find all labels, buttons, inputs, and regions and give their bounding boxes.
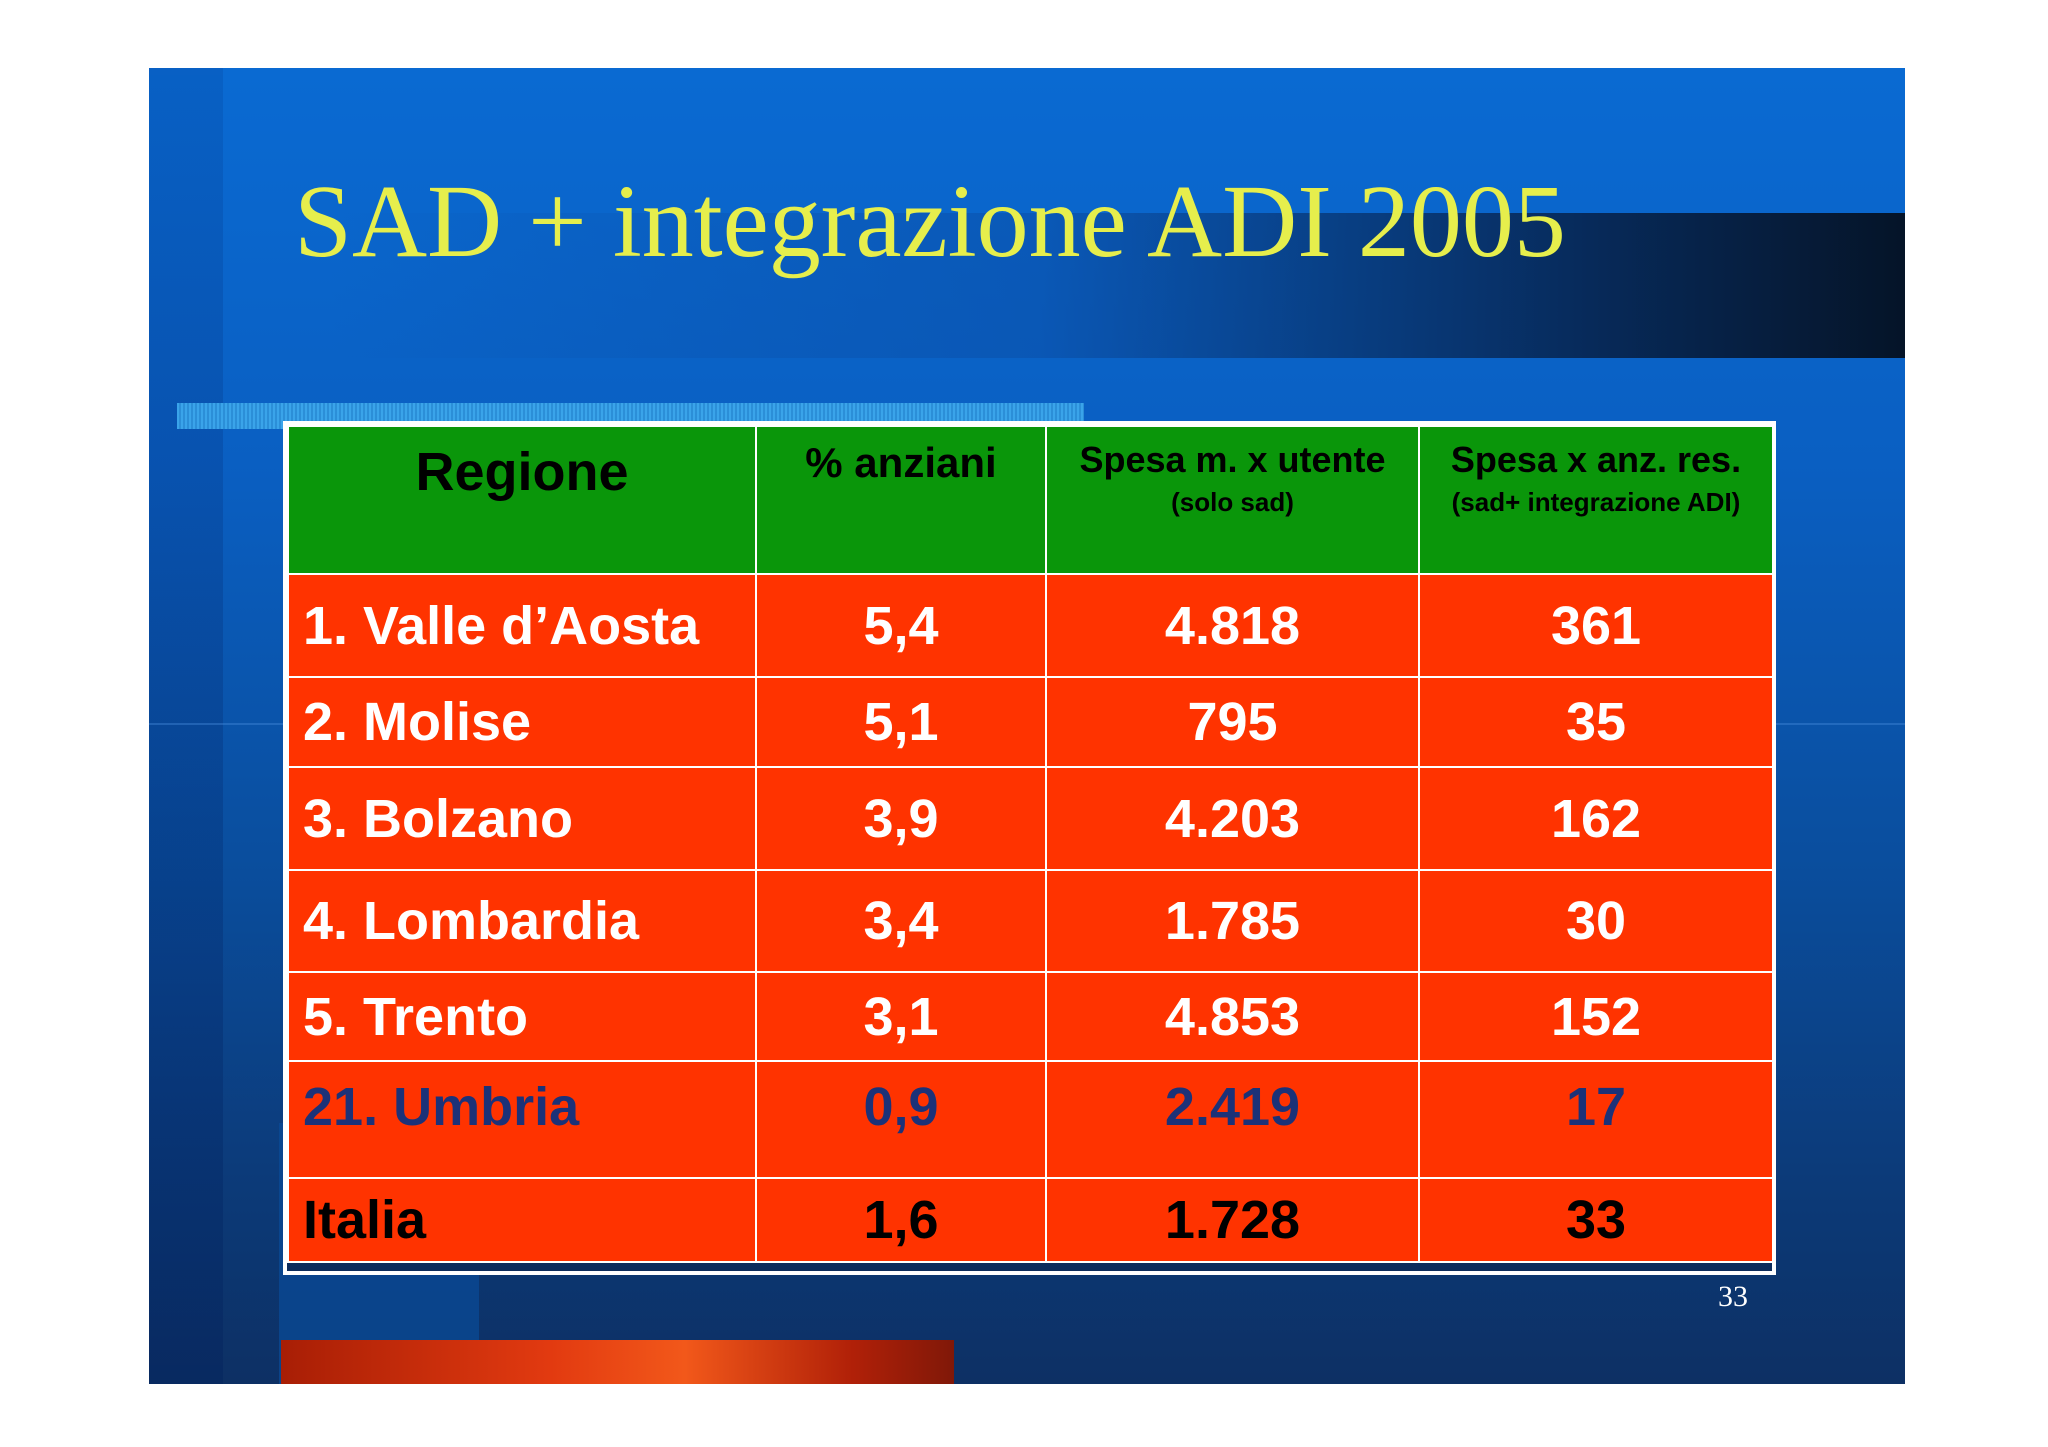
cell-region: 2. Molise	[287, 676, 757, 768]
cell-spesa-anz: 30	[1418, 869, 1774, 973]
cell-spesa-anz: 361	[1418, 573, 1774, 678]
cell-spesa-utente: 4.853	[1045, 971, 1420, 1062]
cell-pct: 3,9	[755, 766, 1047, 871]
header-spesa-utente-sublabel: (solo sad)	[1171, 487, 1294, 517]
page-number: 33	[1718, 1280, 1748, 1313]
cell-spesa-anz: 33	[1418, 1177, 1774, 1263]
cell-region: 3. Bolzano	[287, 766, 757, 871]
table-header-row: Regione % anziani Spesa m. x utente (sol…	[287, 425, 1774, 575]
table-row: 5. Trento 3,1 4.853 152	[287, 971, 1774, 1062]
cell-region: 4. Lombardia	[287, 869, 757, 973]
table-row-highlight: 21. Umbria 0,9 2.419 17	[287, 1060, 1774, 1179]
cell-spesa-anz: 35	[1418, 676, 1774, 768]
cell-spesa-utente: 4.203	[1045, 766, 1420, 871]
red-bar-decoration	[281, 1340, 954, 1384]
table-row-total: Italia 1,6 1.728 33	[287, 1177, 1774, 1263]
cell-pct: 3,4	[755, 869, 1047, 973]
table-row: 3. Bolzano 3,9 4.203 162	[287, 766, 1774, 871]
header-pct-anziani: % anziani	[755, 425, 1047, 575]
data-table: Regione % anziani Spesa m. x utente (sol…	[287, 425, 1774, 1263]
header-spesa-anz: Spesa x anz. res. (sad+ integrazione ADI…	[1418, 425, 1774, 575]
header-region: Regione	[287, 425, 757, 575]
cell-spesa-anz: 17	[1418, 1060, 1774, 1179]
cell-spesa-utente: 795	[1045, 676, 1420, 768]
table-row: 2. Molise 5,1 795 35	[287, 676, 1774, 768]
table-row: 1. Valle d’Aosta 5,4 4.818 361	[287, 573, 1774, 678]
cell-pct: 5,1	[755, 676, 1047, 768]
cell-pct: 3,1	[755, 971, 1047, 1062]
header-spesa-utente-label: Spesa m. x utente	[1079, 439, 1386, 480]
cell-pct: 0,9	[755, 1060, 1047, 1179]
cell-spesa-utente: 1.785	[1045, 869, 1420, 973]
cell-pct: 1,6	[755, 1177, 1047, 1263]
data-table-frame: Regione % anziani Spesa m. x utente (sol…	[283, 421, 1776, 1275]
cell-region: 21. Umbria	[287, 1060, 757, 1179]
cell-region: 5. Trento	[287, 971, 757, 1062]
cell-region: 1. Valle d’Aosta	[287, 573, 757, 678]
header-spesa-utente: Spesa m. x utente (solo sad)	[1045, 425, 1420, 575]
table-row: 4. Lombardia 3,4 1.785 30	[287, 869, 1774, 973]
header-spesa-anz-label: Spesa x anz. res.	[1450, 439, 1742, 480]
slide-title: SAD + integrazione ADI 2005	[294, 164, 1566, 279]
left-shade-decoration	[149, 68, 223, 1384]
header-spesa-anz-sublabel: (sad+ integrazione ADI)	[1451, 487, 1741, 517]
cell-region: Italia	[287, 1177, 757, 1263]
cell-spesa-utente: 1.728	[1045, 1177, 1420, 1263]
cell-spesa-anz: 162	[1418, 766, 1774, 871]
cell-spesa-utente: 4.818	[1045, 573, 1420, 678]
cell-spesa-utente: 2.419	[1045, 1060, 1420, 1179]
cell-spesa-anz: 152	[1418, 971, 1774, 1062]
cell-pct: 5,4	[755, 573, 1047, 678]
title-band-decoration	[329, 213, 1905, 358]
